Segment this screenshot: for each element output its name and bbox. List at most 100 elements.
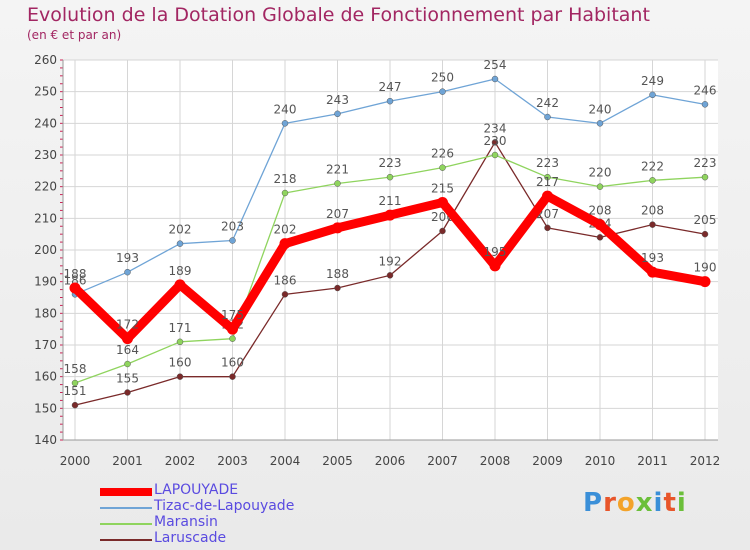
data-point: [71, 379, 79, 387]
x-tick-label: 2006: [375, 454, 406, 468]
legend-swatch: [100, 507, 152, 509]
y-tick-label: 210: [34, 211, 57, 225]
data-label: 151: [64, 384, 87, 398]
data-label: 195: [484, 245, 507, 259]
data-point: [439, 164, 446, 171]
data-point: [279, 238, 291, 250]
logo-letter: i: [676, 488, 687, 518]
data-point: [491, 139, 499, 146]
data-point: [332, 222, 343, 234]
y-tick-label: 140: [34, 433, 57, 447]
data-point: [699, 276, 711, 288]
data-point: [544, 173, 551, 181]
x-tick-label: 2003: [217, 454, 248, 468]
data-label: 186: [64, 273, 87, 287]
data-point: [542, 190, 553, 202]
data-point: [701, 173, 709, 181]
data-point: [489, 260, 501, 272]
y-tick-label: 160: [34, 370, 57, 384]
data-label: 220: [589, 166, 612, 180]
data-point: [544, 113, 551, 121]
y-tick-label: 180: [34, 306, 57, 320]
data-label: 215: [431, 182, 454, 196]
data-label: 223: [694, 156, 717, 170]
data-label: 230: [484, 134, 507, 148]
y-tick-label: 150: [34, 401, 57, 415]
x-tick-label: 2012: [690, 454, 721, 468]
data-point: [176, 338, 184, 346]
data-point: [386, 97, 394, 105]
data-point: [122, 333, 133, 345]
x-tick-label: 2009: [532, 454, 563, 468]
x-tick-label: 2001: [112, 454, 143, 468]
data-point: [701, 230, 709, 238]
chart-subtitle: (en € et par an): [27, 28, 122, 42]
data-point: [71, 401, 79, 409]
data-label: 223: [379, 156, 402, 170]
data-label: 192: [379, 254, 402, 268]
data-label: 193: [641, 251, 664, 265]
data-point: [227, 323, 238, 335]
data-label: 172: [116, 318, 139, 332]
proxiti-logo: Proxiti: [583, 488, 687, 518]
data-label: 202: [274, 223, 297, 237]
y-tick-label: 260: [34, 53, 57, 67]
y-tick-label: 190: [34, 275, 57, 289]
logo-letter: t: [663, 488, 677, 518]
legend-swatch: [100, 539, 152, 541]
x-tick-label: 2008: [480, 454, 511, 468]
data-label: 205: [694, 213, 717, 227]
x-tick-label: 2004: [270, 454, 301, 468]
data-point: [439, 88, 446, 95]
logo-letter: r: [603, 488, 617, 518]
legend-label: Tizac-de-Lapouyade: [154, 498, 295, 514]
data-label: 240: [274, 102, 297, 116]
y-tick-label: 220: [34, 180, 57, 194]
logo-letter: i: [653, 488, 664, 518]
data-point: [437, 197, 448, 208]
data-label: 158: [64, 362, 87, 376]
data-label: 218: [274, 172, 297, 186]
data-point: [649, 221, 656, 228]
data-label: 208: [641, 204, 664, 218]
data-point: [384, 209, 396, 221]
data-point: [176, 240, 184, 247]
data-point: [124, 268, 131, 276]
data-point: [386, 272, 394, 279]
chart-title: Evolution de la Dotation Globale de Fonc…: [27, 4, 650, 26]
legend-label: Maransin: [154, 514, 218, 530]
y-tick-label: 200: [34, 243, 57, 257]
x-tick-label: 2011: [637, 454, 668, 468]
legend-swatch: [100, 523, 152, 525]
data-label: 171: [169, 321, 192, 335]
data-point: [386, 173, 394, 181]
data-label: 242: [536, 96, 559, 110]
x-tick-label: 2005: [322, 454, 353, 468]
data-label: 250: [431, 71, 454, 85]
data-label: 234: [484, 121, 507, 135]
data-point: [69, 282, 81, 294]
data-label: 254: [484, 58, 507, 72]
data-label: 160: [221, 356, 244, 370]
data-point: [334, 284, 341, 292]
data-label: 249: [641, 74, 664, 88]
data-point: [281, 120, 289, 127]
data-label: 160: [169, 356, 192, 370]
data-point: [176, 373, 184, 380]
y-tick-label: 240: [34, 116, 57, 130]
x-tick-label: 2007: [427, 454, 458, 468]
data-label: 190: [694, 261, 717, 275]
x-tick-label: 2000: [60, 454, 91, 468]
legend-label: LAPOUYADE: [154, 482, 239, 498]
data-label: 188: [326, 267, 349, 281]
data-label: 217: [536, 175, 559, 189]
data-point: [229, 335, 236, 342]
logo-letter: o: [616, 488, 636, 518]
data-point: [701, 101, 709, 108]
data-label: 208: [589, 204, 612, 218]
y-tick-label: 230: [34, 148, 57, 162]
data-point: [229, 237, 236, 244]
data-label: 175: [221, 308, 244, 322]
